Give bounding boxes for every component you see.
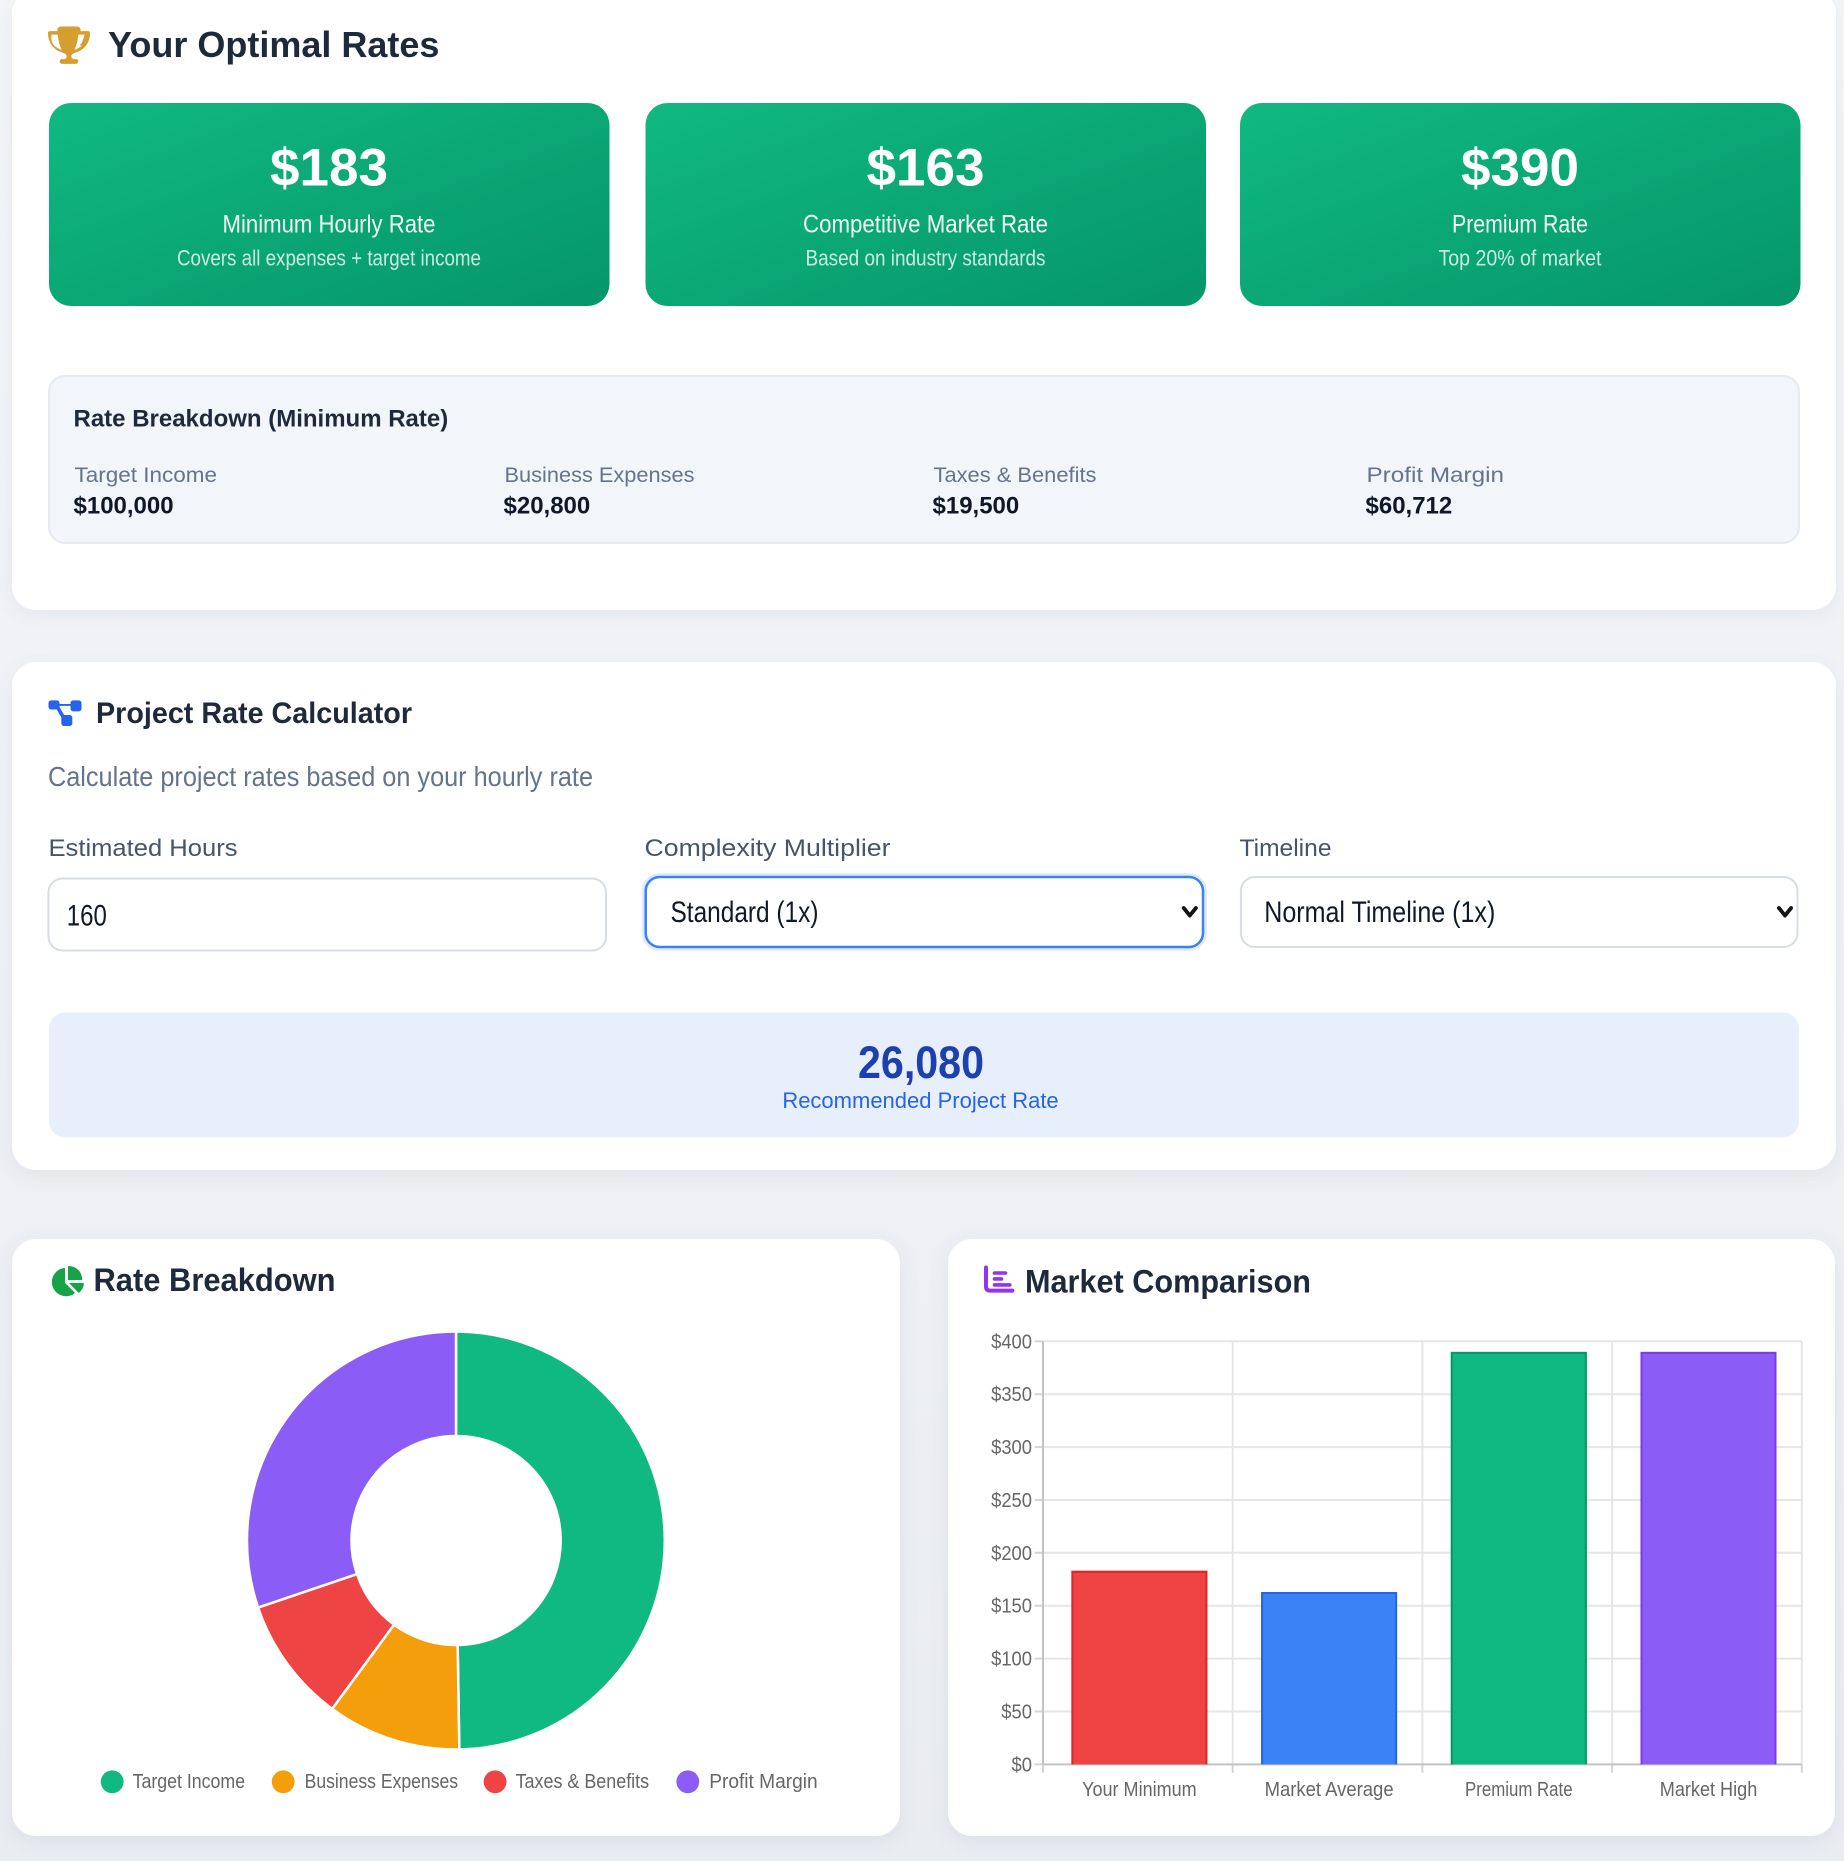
svg-text:$390: $390	[1461, 138, 1579, 197]
svg-text:Rate Breakdown (Minimum Rate): Rate Breakdown (Minimum Rate)	[74, 406, 449, 433]
svg-text:Market Average: Market Average	[1265, 1779, 1394, 1801]
svg-text:$60,712: $60,712	[1366, 492, 1453, 519]
svg-text:Calculate project rates based: Calculate project rates based on your ho…	[48, 761, 593, 792]
svg-text:26,080: 26,080	[858, 1037, 984, 1088]
svg-text:Rate Breakdown: Rate Breakdown	[94, 1262, 336, 1298]
svg-text:$50: $50	[1001, 1702, 1032, 1724]
svg-text:Premium Rate: Premium Rate	[1452, 211, 1588, 239]
svg-text:Market High: Market High	[1660, 1779, 1758, 1801]
svg-text:Target Income: Target Income	[133, 1771, 246, 1793]
svg-text:Your Minimum: Your Minimum	[1082, 1779, 1197, 1801]
svg-text:$183: $183	[270, 138, 388, 197]
svg-text:Estimated Hours: Estimated Hours	[49, 835, 238, 862]
svg-text:Target Income: Target Income	[75, 464, 218, 487]
svg-text:Market Comparison: Market Comparison	[1025, 1264, 1311, 1300]
svg-text:$200: $200	[991, 1543, 1032, 1565]
svg-text:$250: $250	[991, 1490, 1032, 1512]
svg-text:Top 20% of market: Top 20% of market	[1439, 246, 1602, 271]
svg-text:Covers all expenses + target i: Covers all expenses + target income	[177, 246, 481, 271]
svg-text:$0: $0	[1012, 1754, 1033, 1776]
svg-text:Your Optimal Rates: Your Optimal Rates	[108, 24, 439, 65]
svg-text:160: 160	[67, 899, 107, 932]
svg-text:$19,500: $19,500	[933, 492, 1020, 519]
svg-text:Project Rate Calculator: Project Rate Calculator	[96, 697, 412, 730]
svg-text:Competitive Market Rate: Competitive Market Rate	[803, 211, 1048, 239]
svg-text:$100: $100	[991, 1649, 1032, 1671]
svg-text:$150: $150	[991, 1596, 1032, 1618]
svg-text:Minimum Hourly Rate: Minimum Hourly Rate	[223, 211, 436, 239]
svg-text:Standard (1x): Standard (1x)	[671, 896, 819, 929]
svg-text:$20,800: $20,800	[504, 492, 591, 519]
svg-text:Profit Margin: Profit Margin	[709, 1771, 818, 1793]
svg-text:$163: $163	[867, 138, 985, 197]
svg-text:Recommended Project Rate: Recommended Project Rate	[782, 1088, 1058, 1113]
svg-text:$100,000: $100,000	[74, 492, 174, 519]
svg-text:Complexity Multiplier: Complexity Multiplier	[645, 835, 891, 862]
svg-text:$400: $400	[991, 1331, 1032, 1353]
svg-text:$350: $350	[991, 1384, 1032, 1406]
svg-text:$300: $300	[991, 1437, 1032, 1459]
svg-text:Premium Rate: Premium Rate	[1465, 1779, 1573, 1801]
svg-text:Based on industry standards: Based on industry standards	[806, 246, 1046, 271]
svg-text:Normal Timeline (1x): Normal Timeline (1x)	[1264, 896, 1495, 929]
svg-text:Profit Margin: Profit Margin	[1367, 464, 1505, 487]
svg-text:Business Expenses: Business Expenses	[505, 464, 695, 487]
svg-text:Timeline: Timeline	[1240, 835, 1332, 862]
svg-text:Taxes & Benefits: Taxes & Benefits	[934, 464, 1097, 487]
svg-text:Business Expenses: Business Expenses	[305, 1771, 459, 1793]
svg-text:Taxes & Benefits: Taxes & Benefits	[516, 1771, 650, 1793]
